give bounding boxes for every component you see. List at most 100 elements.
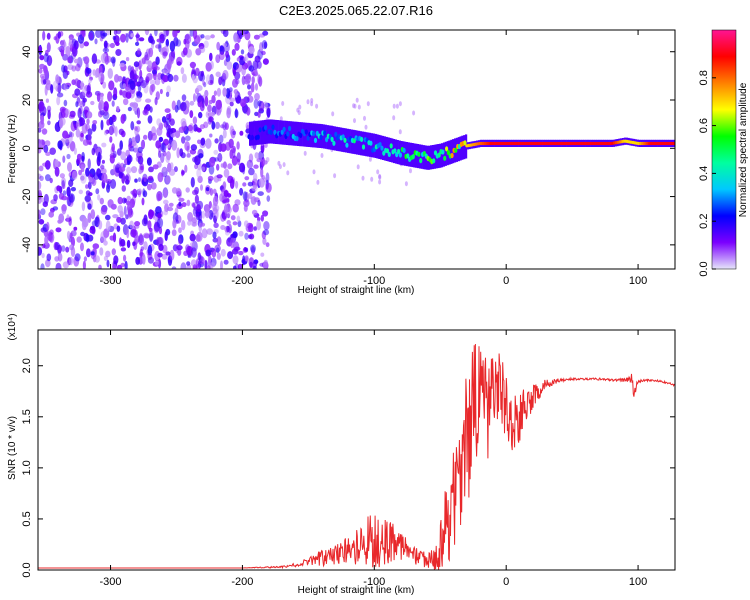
noise-blob [215,247,220,254]
ridge-core [341,134,345,140]
noise-blob [175,39,182,47]
noise-blob [159,88,163,95]
noise-blob [124,173,131,184]
noise-blob [205,62,212,72]
noise-blob [286,170,290,176]
noise-blob [94,255,100,263]
ridge-halo [263,119,266,144]
noise-blob [120,151,127,161]
colorbar-tick-label: 0.4 [698,166,710,181]
noise-blob [75,128,81,138]
noise-blob [148,47,154,58]
noise-blob [229,178,235,189]
noise-blob [85,190,91,196]
noise-blob [223,190,229,197]
snr-axes: -300 -200 -100 0 100 0.0 0.5 1.0 1.5 2.0 [21,330,675,588]
noise-blob [85,233,90,243]
noise-blob [150,39,156,45]
ridge-core [273,129,277,135]
noise-blob [147,115,153,124]
noise-blob [209,262,216,268]
noise-blob [222,121,227,131]
noise-blob [119,140,123,151]
noise-blob [253,226,257,231]
noise-blob [56,96,61,106]
noise-blob [164,231,168,242]
noise-blob [210,60,214,70]
noise-blob [74,88,81,96]
noise-blob [70,246,76,257]
noise-blob [156,38,163,43]
noise-blob [53,36,57,41]
noise-blob [61,64,66,73]
spectrogram-x-tick-label: -300 [100,275,122,287]
noise-blob [315,103,319,109]
spectrogram-y-tick-label: -20 [21,189,33,205]
noise-blob [230,237,234,249]
noise-blob [176,245,183,251]
ridge-core [380,145,384,151]
noise-blob [168,168,176,176]
noise-blob [144,30,150,36]
ridge-core [387,151,391,157]
noise-blob [87,203,92,210]
noise-blob [76,236,82,243]
noise-blob [134,102,139,109]
ridge-core [288,125,292,132]
noise-blob [303,150,307,156]
noise-blob [45,151,51,156]
noise-blob [178,227,182,234]
noise-blob [203,81,207,88]
noise-blob [223,59,228,66]
noise-blob [67,162,72,172]
noise-blob [246,60,251,66]
ridge-core [437,152,441,158]
noise-blob [222,87,227,97]
noise-blob [192,202,196,208]
spectrogram-frame [37,29,676,270]
noise-blob [93,172,100,180]
noise-blob [108,80,115,91]
noise-blob [94,216,100,228]
noise-blob [154,250,161,262]
ridge-core [441,149,445,155]
noise-blob [230,97,236,103]
noise-blob [137,190,142,198]
noise-blob [220,225,226,230]
noise-blob [218,76,223,86]
ridge-halo [358,130,361,155]
ridge-core [306,135,310,141]
noise-blob [59,118,64,129]
noise-blob [234,263,239,269]
noise-blob [119,89,123,96]
ridge-core [419,158,423,164]
noise-blob [189,233,196,242]
noise-blob [85,167,90,177]
noise-blob [131,136,136,143]
noise-blob [262,210,269,217]
noise-blob [191,217,198,224]
noise-blob [44,235,49,246]
noise-blob [356,164,360,170]
noise-blob [151,132,158,141]
noise-blob [79,105,83,115]
noise-blob [115,41,120,47]
noise-blob [213,90,217,96]
ridge-core [378,142,382,148]
noise-blob [186,245,193,256]
noise-blob [98,264,102,269]
ridge-core [450,152,454,159]
ridge-core [282,126,286,132]
noise-blob [256,60,262,69]
noise-blob [163,209,169,216]
noise-blob [108,125,114,136]
noise-blob [129,220,134,229]
noise-blob [98,220,103,230]
noise-blob [38,68,43,74]
noise-blob [163,199,169,205]
noise-blob [250,82,255,93]
noise-blob [80,80,84,89]
noise-blob [208,99,213,105]
noise-blob [363,115,366,121]
noise-blob [282,162,286,168]
